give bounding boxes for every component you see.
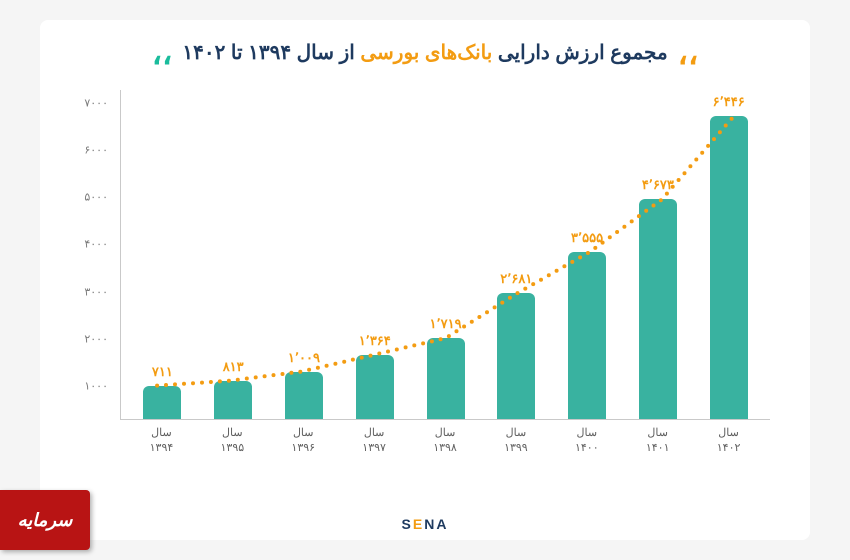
bar xyxy=(427,338,465,419)
x-label: سال۱۳۹۴ xyxy=(126,422,197,460)
bar xyxy=(497,293,535,419)
bar-value-label: ۱٬۷۱۹ xyxy=(429,316,461,332)
x-label: سال۱۳۹۶ xyxy=(268,422,339,460)
x-label: سال۱۴۰۱ xyxy=(622,422,693,460)
bar-value-label: ۱٬۰۰۹ xyxy=(288,350,320,366)
bar xyxy=(356,355,394,419)
bar-value-label: ۱٬۳۶۴ xyxy=(359,333,391,349)
source-badge: سرمایه xyxy=(0,490,90,550)
bar-value-label: ۷۱۱ xyxy=(152,364,173,380)
bar xyxy=(568,252,606,419)
bar-value-label: ۶٬۴۴۶ xyxy=(713,94,745,110)
bar xyxy=(214,381,252,419)
bar xyxy=(639,199,677,419)
bar-column: ۱٬۳۶۴ xyxy=(339,90,410,419)
bar-value-label: ۳٬۵۵۵ xyxy=(571,230,603,246)
title-highlight: بانک‌های بورسی xyxy=(360,42,492,64)
logo-part2: NA xyxy=(424,516,448,532)
y-axis: ۷۰۰۰ ۶۰۰۰ ۵۰۰۰ ۴۰۰۰ ۳۰۰۰ ۲۰۰۰ ۱۰۰۰ xyxy=(70,90,114,420)
bar-column: ۳٬۵۵۵ xyxy=(552,90,623,419)
y-tick: ۱۰۰۰ xyxy=(70,379,114,392)
quote-close-icon: ،، xyxy=(152,45,173,61)
plot-region: ۷۱۱ ۸۱۳ ۱٬۰۰۹ ۱٬۳۶۴ ۱٬۷۱۹ ۲٬۶۸۱ ۳٬۵۵۵ ۴٬۶۷۳ ۶٬۴۴… xyxy=(120,90,770,420)
y-tick: ۶۰۰۰ xyxy=(70,144,114,157)
bar xyxy=(143,386,181,419)
logo-part1: S xyxy=(402,516,413,532)
x-label: سال۱۴۰۲ xyxy=(693,422,764,460)
y-tick: ۲۰۰۰ xyxy=(70,332,114,345)
x-label: سال۱۳۹۵ xyxy=(197,422,268,460)
y-tick: ۵۰۰۰ xyxy=(70,191,114,204)
title-part2: از سال ۱۳۹۴ تا ۱۴۰۲ xyxy=(182,42,360,64)
y-tick: ۳۰۰۰ xyxy=(70,285,114,298)
logo-accent: E xyxy=(413,516,424,532)
chart-title: مجموع ارزش دارایی بانک‌های بورسی از سال … xyxy=(182,40,667,65)
bar xyxy=(710,116,748,419)
title-part1: مجموع ارزش دارایی xyxy=(492,42,667,64)
bar xyxy=(285,372,323,419)
y-tick: ۷۰۰۰ xyxy=(70,97,114,110)
chart-card: ،، مجموع ارزش دارایی بانک‌های بورسی از س… xyxy=(40,20,810,540)
bar-column: ۱٬۰۰۹ xyxy=(269,90,340,419)
x-label: سال۱۳۹۹ xyxy=(480,422,551,460)
bar-column: ۸۱۳ xyxy=(198,90,269,419)
footer-logo: SENA xyxy=(402,516,449,532)
x-axis: سال۱۳۹۴سال۱۳۹۵سال۱۳۹۶سال۱۳۹۷سال۱۳۹۸سال۱۳… xyxy=(120,422,770,460)
bar-value-label: ۸۱۳ xyxy=(223,359,244,375)
source-badge-text: سرمایه xyxy=(18,510,73,531)
bar-value-label: ۲٬۶۸۱ xyxy=(500,271,532,287)
bar-column: ۱٬۷۱۹ xyxy=(410,90,481,419)
bar-column: ۷۱۱ xyxy=(127,90,198,419)
x-label: سال۱۳۹۷ xyxy=(339,422,410,460)
x-label: سال۱۳۹۸ xyxy=(410,422,481,460)
bar-column: ۶٬۴۴۶ xyxy=(693,90,764,419)
bars-container: ۷۱۱ ۸۱۳ ۱٬۰۰۹ ۱٬۳۶۴ ۱٬۷۱۹ ۲٬۶۸۱ ۳٬۵۵۵ ۴٬۶۷۳ ۶٬۴۴… xyxy=(121,90,770,419)
y-tick: ۴۰۰۰ xyxy=(70,238,114,251)
quote-open-icon: ،، xyxy=(678,45,699,61)
bar-value-label: ۴٬۶۷۳ xyxy=(642,177,674,193)
chart-area: ۷۰۰۰ ۶۰۰۰ ۵۰۰۰ ۴۰۰۰ ۳۰۰۰ ۲۰۰۰ ۱۰۰۰ ۷۱۱ ۸۱۳ ۱٬۰۰۹… xyxy=(70,90,780,460)
x-label: سال۱۴۰۰ xyxy=(551,422,622,460)
bar-column: ۲٬۶۸۱ xyxy=(481,90,552,419)
bar-column: ۴٬۶۷۳ xyxy=(622,90,693,419)
title-row: ،، مجموع ارزش دارایی بانک‌های بورسی از س… xyxy=(70,40,780,65)
